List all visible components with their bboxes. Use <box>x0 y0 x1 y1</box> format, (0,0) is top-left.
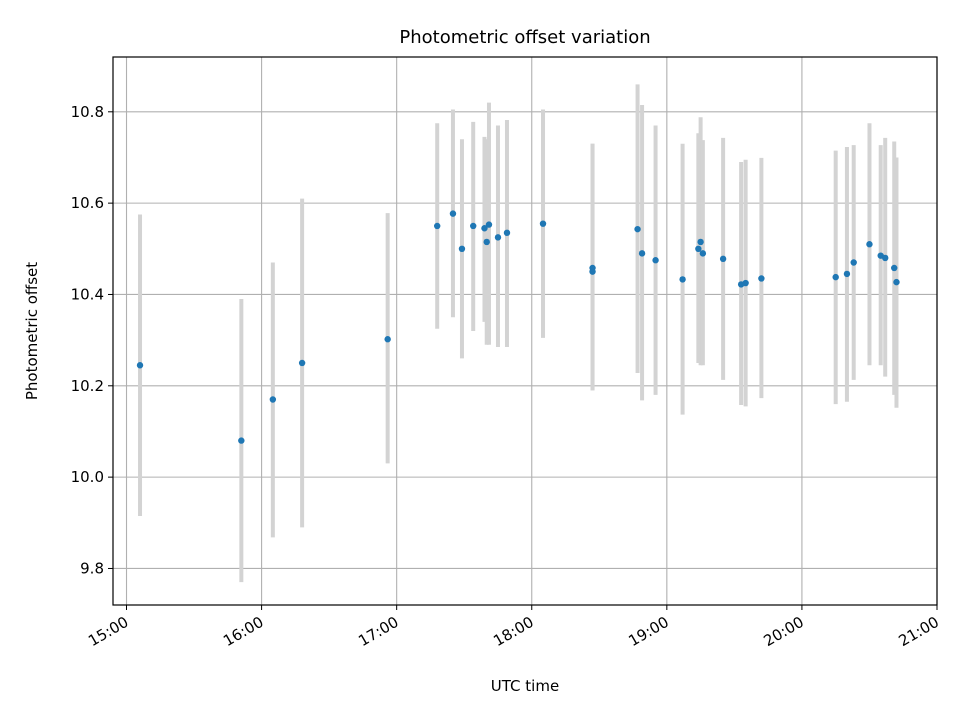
data-point <box>433 222 441 230</box>
data-point <box>470 222 477 230</box>
chart-title: Photometric offset variation <box>399 27 650 48</box>
data-point <box>384 336 391 343</box>
data-point <box>832 273 839 281</box>
data-point <box>269 396 277 403</box>
data-point <box>699 250 707 257</box>
y-axis-label: Photometric offset <box>23 262 41 400</box>
plot-frame <box>112 56 938 606</box>
data-point <box>449 210 457 217</box>
x-axis-label: UTC time <box>491 677 559 695</box>
data-point <box>494 234 502 241</box>
data-point <box>136 362 144 369</box>
data-point <box>891 264 898 272</box>
data-point <box>503 229 511 237</box>
y-tick-label: 10.8 <box>71 103 104 121</box>
data-point <box>695 245 702 252</box>
data-point <box>866 241 873 248</box>
data-point <box>882 254 889 262</box>
y-tick-label: 9.8 <box>80 559 104 577</box>
data-point <box>843 270 851 278</box>
y-tick-label: 10.4 <box>71 285 104 303</box>
y-tick-label: 10.0 <box>71 468 104 486</box>
data-point <box>679 276 686 283</box>
data-point <box>697 238 704 246</box>
data-point <box>589 264 596 272</box>
data-point <box>638 250 646 257</box>
y-tick-label: 10.6 <box>71 194 104 212</box>
data-point <box>485 221 493 228</box>
data-point <box>850 259 857 266</box>
data-point <box>539 220 547 227</box>
data-points <box>136 210 900 444</box>
data-point <box>758 275 765 282</box>
data-point <box>483 238 490 246</box>
data-point <box>652 257 659 264</box>
data-point <box>893 278 900 286</box>
y-tick-label: 10.2 <box>71 377 104 395</box>
grid <box>113 57 938 605</box>
data-point <box>634 225 641 233</box>
data-point <box>458 245 466 252</box>
data-point <box>719 255 727 263</box>
data-point <box>298 359 306 367</box>
data-point <box>238 437 245 444</box>
data-point <box>481 225 488 232</box>
data-point <box>742 279 749 287</box>
